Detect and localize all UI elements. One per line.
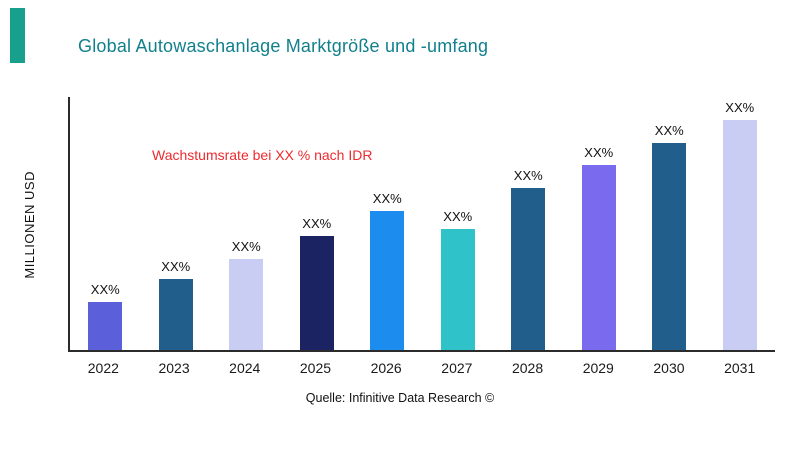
bar-value-label: XX% bbox=[90, 281, 120, 297]
bar-slot-2022: XX% bbox=[70, 97, 141, 350]
bar-slot-2029: XX% bbox=[564, 97, 635, 350]
y-axis-label: MILLIONEN USD bbox=[21, 170, 37, 279]
bar-slot-2030: XX% bbox=[634, 97, 705, 350]
source-note: Quelle: Infinitive Data Research © bbox=[305, 391, 495, 405]
bar-value-label: XX% bbox=[513, 168, 543, 184]
growth-rate-annotation: Wachstumsrate bei XX % nach IDR bbox=[152, 147, 373, 163]
plot-area: Wachstumsrate bei XX % nach IDR XX% XX% XX… bbox=[68, 97, 775, 352]
bar-value-label: XX% bbox=[584, 145, 614, 161]
x-tick-2031: 2031 bbox=[724, 360, 756, 376]
bar-value-label: XX% bbox=[161, 259, 191, 275]
bar-2024 bbox=[229, 258, 264, 350]
bar-2027 bbox=[440, 228, 475, 350]
bar-value-label: XX% bbox=[231, 238, 261, 254]
chart-title: Global Autowaschanlage Marktgröße und -u… bbox=[78, 36, 489, 56]
bar-2031 bbox=[722, 119, 757, 350]
bar-2028 bbox=[511, 188, 546, 350]
bar-2022 bbox=[88, 301, 123, 350]
x-tick-2029: 2029 bbox=[582, 360, 614, 376]
y-axis-label-wrap: MILLIONEN USD bbox=[18, 97, 40, 352]
bar-2030 bbox=[652, 142, 687, 350]
x-tick-2026: 2026 bbox=[370, 360, 402, 376]
bar-value-label: XX% bbox=[654, 122, 684, 138]
bar-slot-2028: XX% bbox=[493, 97, 564, 350]
bar-slot-2025: XX% bbox=[282, 97, 353, 350]
bar-2023 bbox=[158, 279, 193, 350]
bar-value-label: XX% bbox=[302, 216, 332, 232]
bar-slot-2026: XX% bbox=[352, 97, 423, 350]
bar-2025 bbox=[299, 236, 334, 350]
x-tick-2027: 2027 bbox=[441, 360, 473, 376]
bar-slot-2027: XX% bbox=[423, 97, 494, 350]
x-tick-2028: 2028 bbox=[511, 360, 544, 376]
bar-value-label: XX% bbox=[372, 190, 402, 206]
bar-value-label: XX% bbox=[725, 99, 755, 115]
x-tick-2030: 2030 bbox=[653, 360, 685, 376]
bars: XX% XX% XX% XX% XX% XX% XX% XX% XX% XX% bbox=[70, 97, 775, 350]
bar-slot-2031: XX% bbox=[705, 97, 776, 350]
bar-slot-2024: XX% bbox=[211, 97, 282, 350]
x-tick-2025: 2025 bbox=[299, 360, 332, 376]
bar-slot-2023: XX% bbox=[141, 97, 212, 350]
accent-block bbox=[10, 8, 25, 63]
x-tick-2024: 2024 bbox=[229, 360, 261, 376]
bar-2029 bbox=[581, 165, 616, 350]
x-tick-2023: 2023 bbox=[158, 360, 190, 376]
bar-2026 bbox=[370, 210, 405, 350]
x-tick-2022: 2022 bbox=[87, 360, 119, 376]
x-axis-labels: 2022 2023 2024 2025 2026 2027 2028 2029 2030 2031 bbox=[68, 356, 775, 376]
bar-value-label: XX% bbox=[443, 208, 473, 224]
